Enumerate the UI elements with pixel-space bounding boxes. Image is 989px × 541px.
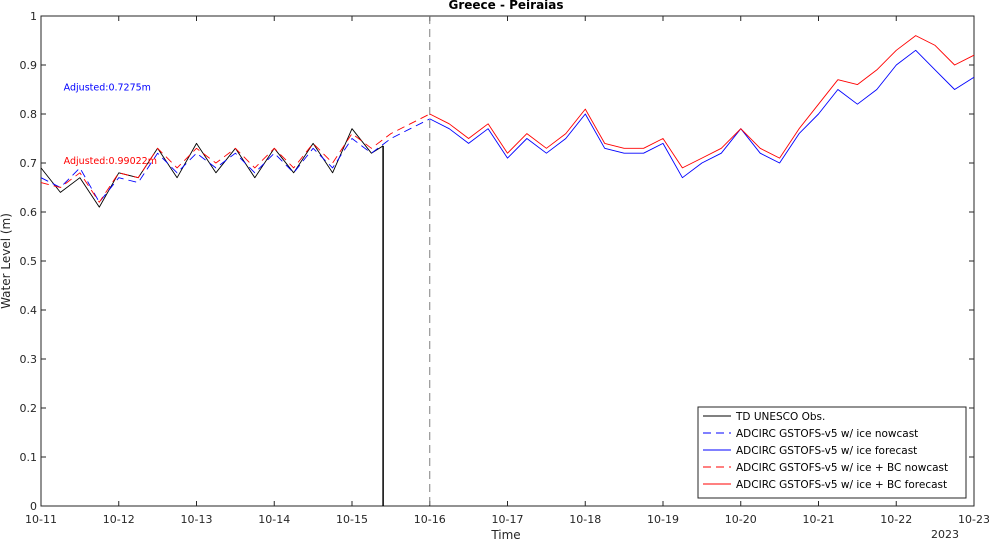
y-tick-label: 0.9 (20, 59, 38, 72)
x-tick-label: 10-22 (880, 513, 912, 526)
legend-entry-0: TD UNESCO Obs. (735, 411, 825, 423)
legend-entry-2: ADCIRC GSTOFS-v5 w/ ice forecast (736, 445, 917, 457)
y-tick-label: 0 (30, 500, 37, 513)
y-tick-label: 0.3 (20, 353, 38, 366)
y-tick-label: 0.4 (20, 304, 38, 317)
x-tick-label: 10-12 (103, 513, 135, 526)
legend-entry-1: ADCIRC GSTOFS-v5 w/ ice nowcast (736, 428, 918, 440)
legend: TD UNESCO Obs. ADCIRC GSTOFS-v5 w/ ice no… (697, 406, 967, 499)
series-line-0 (40, 128, 384, 208)
legend-box (697, 406, 967, 499)
y-tick-label: 0.5 (20, 255, 38, 268)
x-tick-label: 10-15 (336, 513, 368, 526)
y-tick-label: 1 (30, 10, 37, 23)
x-tick-label: 10-14 (258, 513, 290, 526)
y-tick-label: 0.2 (20, 402, 38, 415)
y-axis-label: Water Level (m) (0, 213, 13, 309)
series-line-4 (429, 35, 975, 169)
x-axis-label: Time (490, 528, 520, 541)
y-tick-label: 0.6 (20, 206, 38, 219)
x-tick-label: 10-13 (181, 513, 213, 526)
legend-entry-3: ADCIRC GSTOFS-v5 w/ ice + BC nowcast (736, 462, 948, 474)
x-tick-label: 10-16 (414, 513, 446, 526)
adjusted-annotation-0: Adjusted:0.7275m (64, 82, 151, 93)
y-tick-label: 0.7 (20, 157, 38, 170)
x-tick-label: 10-19 (647, 513, 679, 526)
chart-title: Greece - Peiraias (448, 0, 563, 12)
y-tick-label: 0.1 (20, 451, 38, 464)
x-axis-year-label: 2023 (931, 528, 959, 541)
x-tick-label: 10-18 (569, 513, 601, 526)
x-tick-label: 10-21 (803, 513, 835, 526)
x-tick-label: 10-20 (725, 513, 757, 526)
series-line-3 (40, 113, 431, 203)
x-tick-label: 10-11 (25, 513, 57, 526)
y-tick-label: 0.8 (20, 108, 38, 121)
legend-entry-4: ADCIRC GSTOFS-v5 w/ ice + BC forecast (736, 479, 947, 491)
x-tick-label: 10-23 (958, 513, 989, 526)
adjusted-annotation-1: Adjusted:0.99022m (64, 156, 157, 167)
x-tick-label: 10-17 (492, 513, 524, 526)
series-line-1 (40, 118, 431, 203)
series-line-2 (429, 49, 975, 179)
